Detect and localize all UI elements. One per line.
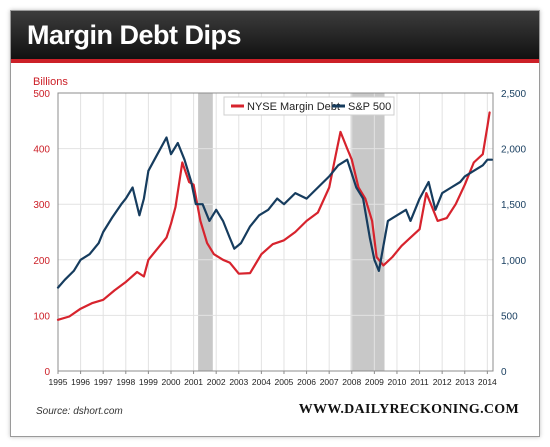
x-tick-label-2005: 2005 — [275, 377, 294, 387]
legend-label-margin-debt: NYSE Margin Debt — [247, 101, 340, 113]
x-tick-label-1995: 1995 — [49, 377, 68, 387]
x-tick-label-1999: 1999 — [139, 377, 158, 387]
legend: NYSE Margin Debt S&P 500 — [223, 96, 395, 116]
x-tick-label-2011: 2011 — [410, 377, 429, 387]
y-right-tick-label-2: 1,000 — [501, 256, 526, 267]
x-tick-label-2001: 2001 — [184, 377, 203, 387]
x-tick-label-2000: 2000 — [162, 377, 181, 387]
y-left-axis-label: Billions — [33, 76, 68, 88]
x-tick-label-2013: 2013 — [455, 377, 474, 387]
margin-debt-line — [56, 111, 491, 321]
title-underline — [11, 59, 539, 63]
grid — [57, 92, 493, 372]
axes: Billions 1995 1996 1997 1998 1999 2000 2001 200… — [33, 76, 526, 387]
x-tick-label-2009: 2009 — [365, 377, 384, 387]
sp500-line — [56, 136, 493, 289]
y-right-tick-label-1: 500 — [501, 311, 518, 322]
x-tick-label-2002: 2002 — [207, 377, 226, 387]
y-right-tick-label-0: 0 — [501, 367, 507, 378]
y-left-tick-label-200: 200 — [33, 256, 50, 267]
y-left-tick-label-300: 300 — [33, 200, 50, 211]
x-tick-label-1996: 1996 — [71, 377, 90, 387]
x-tick-label-2003: 2003 — [229, 377, 248, 387]
chart-title: Margin Debt Dips — [27, 20, 242, 50]
title-banner: Margin Debt Dips — [11, 11, 539, 59]
x-tick-label-1998: 1998 — [116, 377, 135, 387]
legend-label-sp500: S&P 500 — [348, 101, 391, 113]
y-left-tick-label-100: 100 — [33, 311, 50, 322]
x-tick-label-2008: 2008 — [342, 377, 361, 387]
x-tick-label-1997: 1997 — [94, 377, 113, 387]
y-right-tick-label-4: 2,000 — [501, 145, 526, 156]
line-chart: Billions 1995 1996 1997 1998 1999 2000 2001 200… — [33, 76, 526, 387]
x-tick-label-2004: 2004 — [252, 377, 271, 387]
series-lines — [56, 111, 493, 321]
y-left-tick-label-0: 0 — [44, 367, 50, 378]
x-tick-label-2010: 2010 — [388, 377, 407, 387]
chart-card: Margin Debt Dips Billions 1995 1996 1997 19… — [10, 10, 540, 437]
source-note: Source: dshort.com — [36, 406, 123, 417]
x-tick-label-2007: 2007 — [320, 377, 339, 387]
legend-box — [223, 96, 395, 116]
y-left-tick-label-400: 400 — [33, 145, 50, 156]
x-tick-label-2006: 2006 — [297, 377, 316, 387]
brand-link[interactable]: WWW.DAILYRECKONING.COM — [298, 402, 519, 417]
recession-band-1 — [350, 93, 385, 371]
y-left-tick-label-500: 500 — [33, 89, 50, 100]
x-tick-label-2014: 2014 — [478, 377, 497, 387]
y-right-tick-label-5: 2,500 — [501, 89, 526, 100]
plot-frame — [57, 92, 494, 372]
y-right-tick-label-3: 1,500 — [501, 200, 526, 211]
recession-band-0 — [198, 93, 213, 371]
recession-shading — [198, 93, 385, 371]
x-tick-label-2012: 2012 — [433, 377, 452, 387]
